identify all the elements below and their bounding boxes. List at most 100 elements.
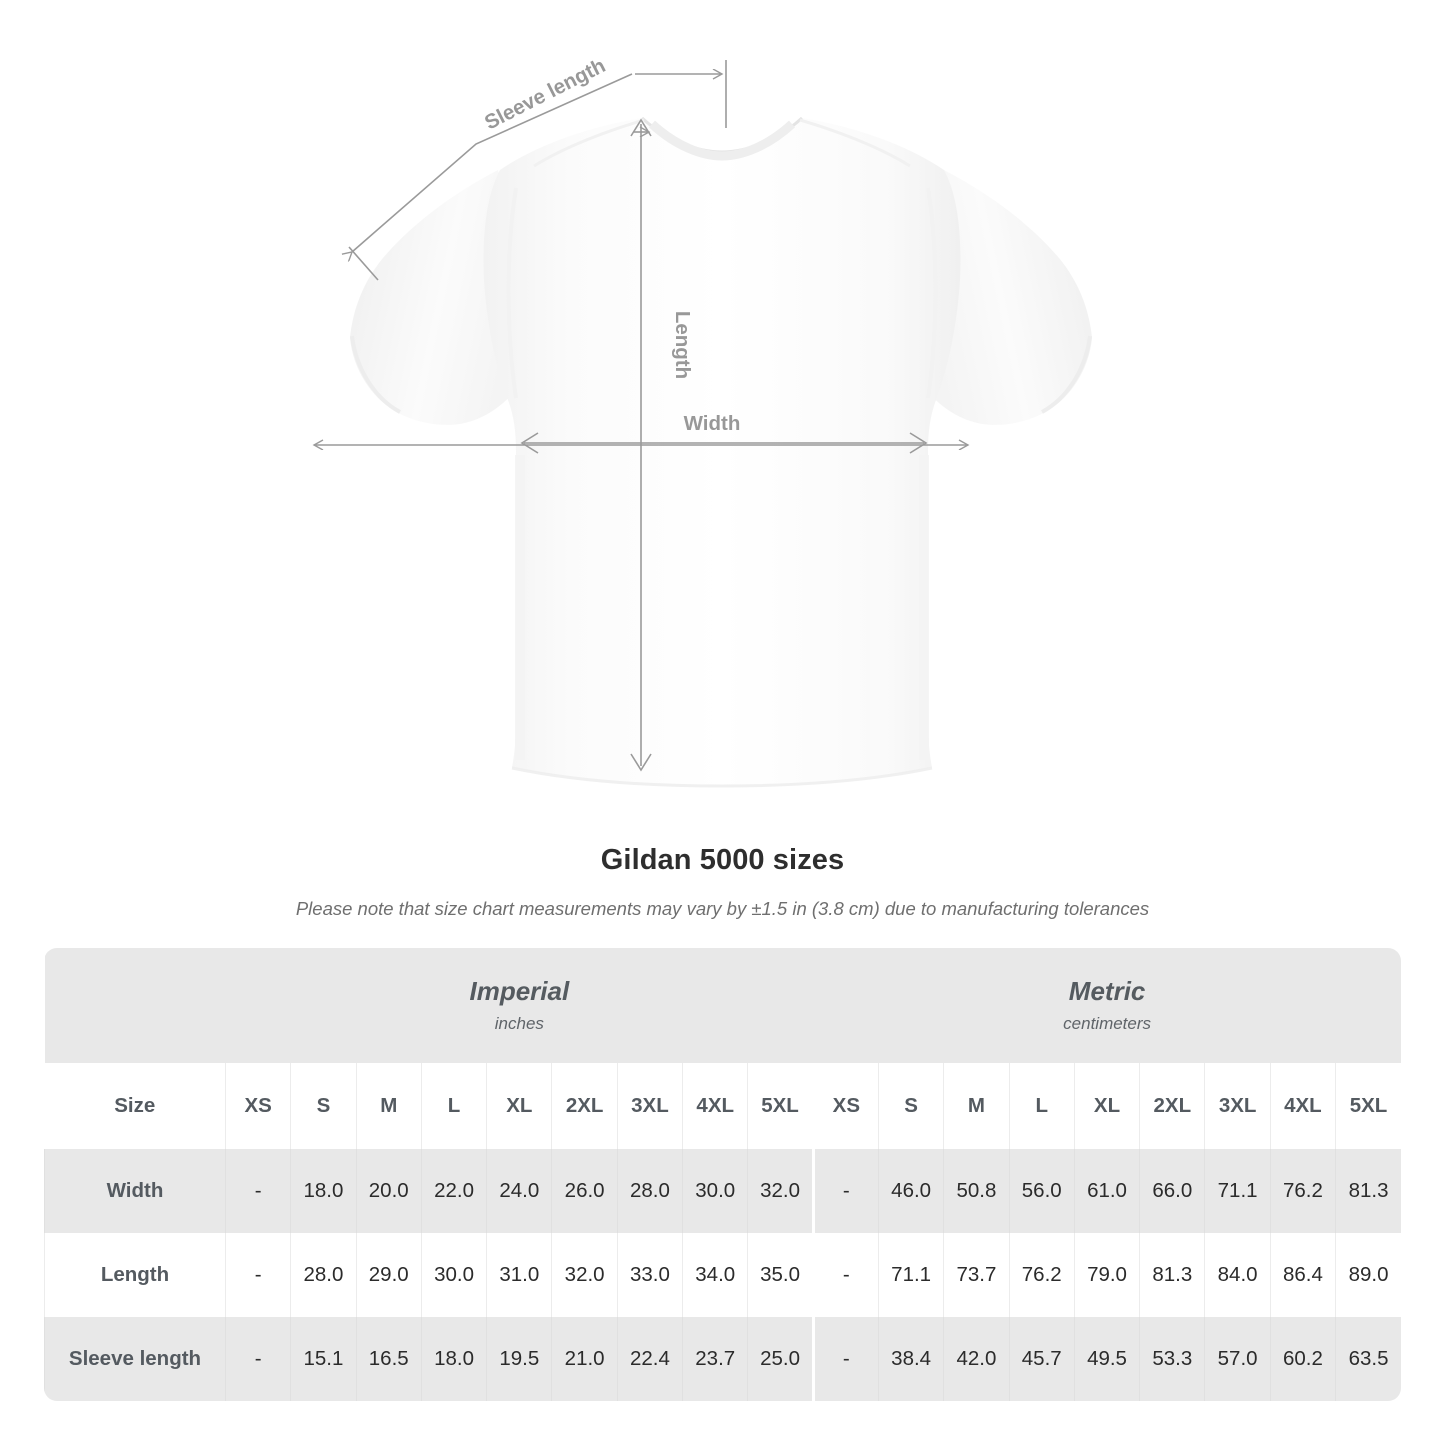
measurement-cell: 71.1 — [1204, 1149, 1271, 1233]
length-annotation: Length — [314, 118, 968, 772]
measurement-cell: 25.0 — [747, 1317, 814, 1401]
measurement-cell: 29.0 — [355, 1233, 422, 1317]
measurement-cell: 21.0 — [551, 1317, 618, 1401]
measurement-cell: 26.0 — [551, 1149, 618, 1233]
measurement-cell: - — [224, 1317, 291, 1401]
size-chart-table: Imperial inches Metric centimeters Size XS S M L… — [44, 948, 1401, 1401]
measurement-cell: 81.3 — [1139, 1233, 1205, 1317]
tshirt-body — [483, 118, 961, 786]
measurement-cell: 71.1 — [877, 1233, 944, 1317]
measurement-cell: 61.0 — [1073, 1149, 1140, 1233]
measurement-cell: 46.0 — [877, 1149, 944, 1233]
unit-block-name: Metric — [1068, 976, 1146, 1006]
size-header-cell: 2XL — [1139, 1063, 1205, 1149]
size-header-cell: 2XL — [551, 1063, 618, 1149]
measurement-cell: 30.0 — [682, 1149, 748, 1233]
title-block: Gildan 5000 sizes Please note that size … — [0, 843, 1445, 920]
row-label: Length — [44, 1233, 226, 1317]
measurement-cell: 30.0 — [420, 1233, 487, 1317]
size-header-cell: S — [290, 1063, 357, 1149]
measurement-cell: 60.2 — [1269, 1317, 1336, 1401]
size-header-cell: 5XL — [747, 1063, 814, 1149]
size-header-cell: L — [1008, 1063, 1075, 1149]
measurement-cell: 79.0 — [1073, 1233, 1140, 1317]
size-header-cell: S — [877, 1063, 944, 1149]
page-title: Gildan 5000 sizes — [600, 844, 845, 876]
measurement-cell: - — [224, 1233, 291, 1317]
size-header-cell: 4XL — [682, 1063, 748, 1149]
measurement-cell: 33.0 — [616, 1233, 683, 1317]
measurement-cell: - — [811, 1149, 879, 1233]
row-label: Sleeve length — [44, 1317, 226, 1401]
width-label: Width — [684, 412, 741, 435]
measurement-cell: 53.3 — [1139, 1317, 1205, 1401]
measurement-cell: 42.0 — [943, 1317, 1010, 1401]
measurement-cell: 32.0 — [747, 1149, 814, 1233]
measurement-cell: 73.7 — [943, 1233, 1010, 1317]
size-chart-table-wrapper: Imperial inches Metric centimeters Size XS S M L… — [44, 948, 1401, 1401]
tshirt-measurement-illustration: Sleeve length Length Width — [0, 54, 1092, 788]
table-row: Length -28.0 29.0 30.0 31.0 32.0 33.0 34.0 35.0-… — [44, 1233, 1401, 1317]
measurement-cell: 28.0 — [616, 1149, 683, 1233]
row-label: Width — [44, 1149, 226, 1233]
measurement-cell: 84.0 — [1204, 1233, 1271, 1317]
measurement-cell: 35.0 — [747, 1233, 814, 1317]
tshirt-graphic — [350, 116, 1092, 788]
measurement-cell: 38.4 — [877, 1317, 944, 1401]
measurement-cell: 32.0 — [551, 1233, 618, 1317]
size-header-cell: 5XL — [1335, 1063, 1401, 1149]
measurement-cell: 31.0 — [486, 1233, 552, 1317]
measurement-cell: 24.0 — [486, 1149, 552, 1233]
measurement-cell: 16.5 — [355, 1317, 422, 1401]
measurement-cell: 49.5 — [1073, 1317, 1140, 1401]
width-annotation: Width — [520, 412, 928, 454]
measurement-cell: 22.4 — [616, 1317, 683, 1401]
size-header-cell: L — [420, 1063, 487, 1149]
measurement-cell: 66.0 — [1139, 1149, 1205, 1233]
measurement-cell: 18.0 — [290, 1149, 357, 1233]
sleeve-length-label: Sleeve length — [481, 54, 609, 134]
measurement-cell: - — [224, 1149, 291, 1233]
measurement-cell: 18.0 — [420, 1317, 487, 1401]
row-label-header: Size — [44, 1063, 226, 1149]
table-row: Width -18.0 20.0 22.0 24.0 26.0 28.0 30.0 32.0-4… — [44, 1149, 1401, 1233]
unit-block-name: Imperial — [469, 976, 570, 1006]
measurement-cell: 56.0 — [1008, 1149, 1075, 1233]
size-header-cell: M — [355, 1063, 422, 1149]
measurement-cell: 28.0 — [290, 1233, 357, 1317]
unit-block-imperial: Imperial inches — [225, 948, 814, 1063]
tolerance-note: Please note that size chart measurements… — [295, 898, 1150, 919]
table-row: Sleeve length -15.1 16.5 18.0 19.5 21.0 22.4 23… — [44, 1317, 1401, 1401]
measurement-cell: 76.2 — [1008, 1233, 1075, 1317]
size-header-cell: 4XL — [1269, 1063, 1336, 1149]
collar-rib — [648, 120, 796, 161]
measurement-cell: 15.1 — [290, 1317, 357, 1401]
size-header-cell: 3XL — [1204, 1063, 1271, 1149]
unit-block-subtitle: inches — [494, 1014, 544, 1033]
size-header-row: Size XS S M L XL 2XL 3XL 4XL 5XL XS S M L XL 2XL 3XL 4XL 5… — [44, 1063, 1401, 1149]
unit-block-metric: Metric centimeters — [813, 948, 1401, 1063]
measurement-cell: 81.3 — [1335, 1149, 1401, 1233]
measurement-cell: 22.0 — [420, 1149, 487, 1233]
measurement-cell: 34.0 — [682, 1233, 748, 1317]
measurement-cell: 89.0 — [1335, 1233, 1401, 1317]
measurement-cell: 76.2 — [1269, 1149, 1336, 1233]
measurement-cell: 50.8 — [943, 1149, 1010, 1233]
unit-band-spacer — [44, 948, 226, 1063]
measurement-cell: 86.4 — [1269, 1233, 1336, 1317]
size-header-cell: XL — [486, 1063, 552, 1149]
unit-band-row: Imperial inches Metric centimeters — [44, 948, 1401, 1063]
measurement-cell: 20.0 — [355, 1149, 422, 1233]
length-label: Length — [671, 311, 694, 379]
size-header-cell: XS — [811, 1063, 879, 1149]
size-header-cell: M — [943, 1063, 1010, 1149]
measurement-cell: - — [811, 1317, 879, 1401]
unit-block-subtitle: centimeters — [1063, 1014, 1152, 1033]
size-header-cell: XL — [1073, 1063, 1140, 1149]
measurement-cell: 19.5 — [486, 1317, 552, 1401]
measurement-cell: - — [811, 1233, 879, 1317]
measurement-cell: 57.0 — [1204, 1317, 1271, 1401]
measurement-cell: 63.5 — [1335, 1317, 1401, 1401]
measurement-cell: 23.7 — [682, 1317, 748, 1401]
size-header-cell: 3XL — [616, 1063, 683, 1149]
